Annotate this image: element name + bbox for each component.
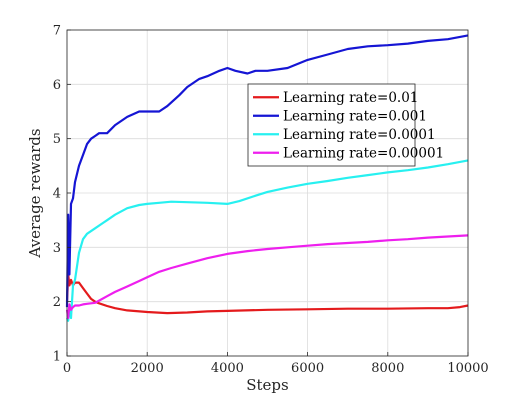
y-tick-label: 7	[53, 24, 61, 39]
legend-label-1: Learning rate=0.01	[283, 90, 418, 106]
y-tick-label: 4	[53, 187, 61, 202]
y-tick-label: 5	[53, 132, 61, 147]
legend-label-4: Learning rate=0.00001	[283, 145, 444, 161]
y-tick-label: 2	[53, 295, 61, 310]
x-tick-label: 10000	[447, 361, 488, 376]
x-axis-label: Steps	[246, 376, 288, 394]
y-tick-label: 3	[53, 241, 61, 256]
x-tick-label: 2000	[131, 361, 164, 376]
y-axis-label: Average rewards	[26, 128, 44, 258]
legend-label-3: Learning rate=0.0001	[283, 127, 436, 143]
series-line-2	[65, 34, 469, 308]
series-line-4	[65, 234, 469, 320]
y-tick-label: 6	[53, 78, 61, 93]
x-tick-label: 4000	[211, 361, 244, 376]
axis-ticks: 0 2000 4000 6000 8000 10000 1 2 3 4 5 6 7	[53, 24, 489, 377]
y-tick-label: 1	[53, 350, 61, 365]
series-line-3	[65, 159, 469, 322]
series-layer	[65, 34, 469, 322]
x-tick-label: 6000	[291, 361, 324, 376]
x-tick-label: 0	[63, 361, 71, 376]
x-tick-label: 8000	[371, 361, 404, 376]
legend: Learning rate=0.01 Learning rate=0.001 Lea…	[247, 83, 444, 167]
legend-label-2: Learning rate=0.001	[283, 108, 427, 124]
